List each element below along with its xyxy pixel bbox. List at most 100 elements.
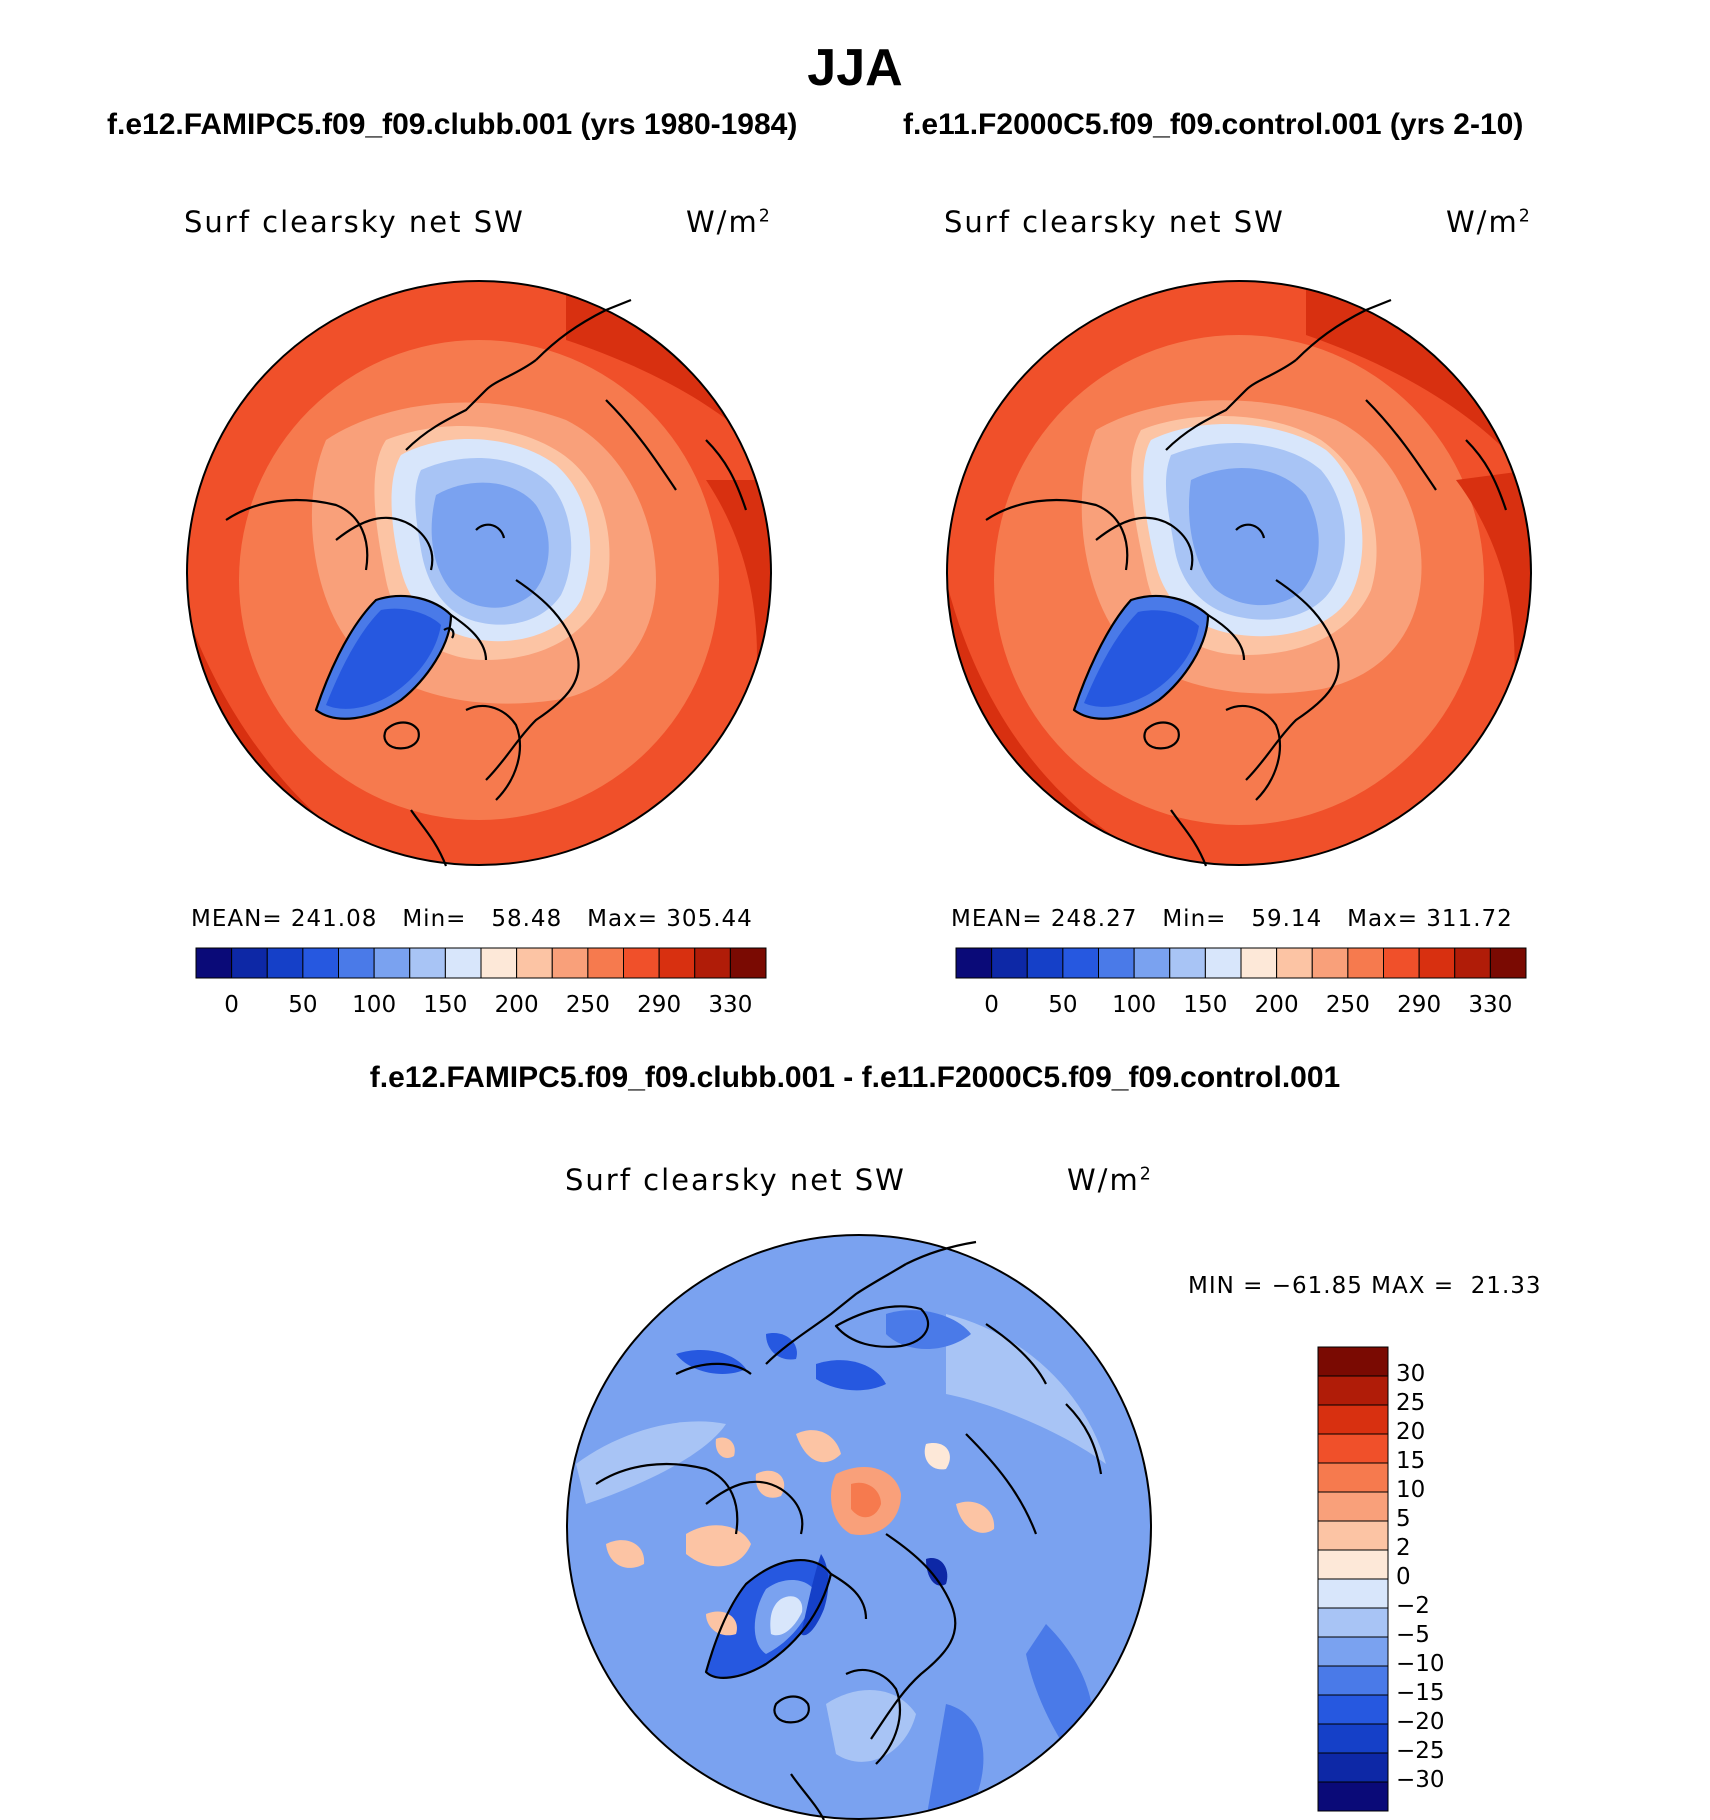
panel1-polar-map [186, 280, 772, 867]
colorbar-tick-label: −30 [1396, 1767, 1445, 1793]
colorbar-swatch [991, 947, 1028, 979]
colorbar-swatch [1276, 947, 1313, 979]
diff-field-positive-1 [796, 1430, 841, 1463]
diff-max-label: MAX = [1371, 1273, 1455, 1299]
colorbar-swatch [1062, 947, 1099, 979]
colorbar-swatch [302, 947, 339, 979]
colorbar-tick-label: −15 [1396, 1680, 1445, 1706]
colorbar-swatch [1026, 947, 1064, 979]
colorbar-swatch [516, 947, 553, 979]
diff-max-value: 21.33 [1470, 1273, 1542, 1299]
colorbar-swatch [266, 947, 304, 979]
colorbar-tick-label: 20 [1396, 1419, 1426, 1445]
colorbar-swatch [623, 947, 660, 979]
diff-coastlines [595, 1240, 1103, 1820]
colorbar-tick-label: −20 [1396, 1709, 1445, 1735]
colorbar-tick-label: 330 [708, 992, 753, 1018]
colorbar-tick-label: −25 [1396, 1738, 1445, 1764]
panel1-map-border [186, 280, 772, 866]
diff-min-label: MIN = [1188, 1273, 1264, 1299]
panel1-variable-label: Surf clearsky net SW [184, 205, 525, 239]
colorbar-swatch [1383, 947, 1420, 979]
case2-title: f.e11.F2000C5.f09_f09.control.001 (yrs 2… [903, 108, 1524, 141]
colorbar-swatch [729, 947, 767, 979]
colorbar-swatch [1489, 947, 1527, 979]
colorbar-swatch [1098, 947, 1135, 979]
colorbar-swatch [1169, 947, 1206, 979]
panel1-field-ice-c [431, 482, 549, 608]
colorbar-swatch [1317, 1723, 1389, 1754]
colorbar-swatch [1454, 947, 1491, 979]
diff-variable-label: Surf clearsky net SW [565, 1163, 906, 1197]
colorbar-swatch [1133, 947, 1171, 979]
colorbar-tick-label: 290 [1397, 992, 1442, 1018]
diff-field-ice-5 [926, 1558, 948, 1586]
colorbar-swatch [1317, 1578, 1389, 1609]
panel1-coastlines [225, 298, 748, 867]
panel2-max-label: Max= [1347, 906, 1418, 932]
diff-field-positive-3 [851, 1482, 881, 1518]
case1-title: f.e12.FAMIPC5.f09_f09.clubb.001 (yrs 198… [107, 108, 798, 141]
colorbar-tick-label: 290 [637, 992, 682, 1018]
colorbar-swatch [444, 947, 482, 979]
panel2-min-value: 59.14 [1251, 906, 1323, 932]
colorbar-tick-label: 2 [1396, 1535, 1411, 1561]
diff-field-positive-5 [924, 1443, 950, 1470]
diff-field-positive-8 [606, 1540, 645, 1568]
colorbar-swatch [1317, 1607, 1389, 1638]
diff-field-positive-9 [706, 1611, 737, 1636]
panel1-mean-label: MEAN= [191, 906, 283, 932]
colorbar-swatch [1204, 947, 1242, 979]
colorbar-tick-label: −5 [1396, 1622, 1430, 1648]
colorbar-swatch [658, 947, 696, 979]
colorbar-swatch [373, 947, 411, 979]
panel1-far-red-3 [706, 480, 771, 680]
colorbar-swatch [551, 947, 589, 979]
colorbar-tick-label: 100 [1112, 992, 1157, 1018]
diff-field-light-2 [576, 1421, 726, 1504]
diff-field-dark-7 [816, 1360, 886, 1391]
panel2-field-ice-c [1188, 468, 1319, 606]
colorbar-swatch [1317, 1346, 1389, 1377]
diff-field-light-1 [946, 1314, 1106, 1464]
colorbar-swatch [1317, 1404, 1389, 1435]
diff-field-dark-5 [766, 1333, 797, 1360]
colorbar-swatch [955, 947, 993, 979]
panel2-coastlines [985, 298, 1508, 867]
diff-field-positive-10 [956, 1501, 995, 1533]
colorbar-tick-label: 0 [1396, 1564, 1411, 1590]
colorbar-tick-label: 0 [984, 992, 999, 1018]
colorbar-swatch [1317, 1636, 1389, 1667]
colorbar-swatch [338, 947, 375, 979]
colorbar-tick-label: 200 [1254, 992, 1299, 1018]
colorbar-tick-label: 250 [565, 992, 610, 1018]
colorbar-tick-label: 330 [1468, 992, 1513, 1018]
colorbar-swatch [694, 947, 731, 979]
colorbar-tick-label: 50 [1048, 992, 1078, 1018]
colorbar-swatch [480, 947, 518, 979]
diff-field-ice-3 [770, 1596, 803, 1636]
diff-minmax: MIN = −61.85 MAX = 21.33 [1188, 1273, 1542, 1299]
colorbar-swatch [1317, 1462, 1389, 1493]
diff-colorbar [1317, 1346, 1389, 1812]
panel2-polar-map [946, 280, 1532, 867]
colorbar-tick-label: 200 [494, 992, 539, 1018]
panel1-max-label: Max= [587, 906, 658, 932]
colorbar-swatch [1317, 1433, 1389, 1464]
diff-polar-map [566, 1234, 1152, 1820]
diff-field-dark-4 [886, 1310, 971, 1349]
colorbar-swatch [1317, 1781, 1389, 1812]
panel2-units-label: W/m2 [1446, 205, 1532, 239]
panel2-variable-label: Surf clearsky net SW [944, 205, 1285, 239]
colorbar-tick-label: 10 [1396, 1477, 1426, 1503]
colorbar-tick-label: −10 [1396, 1651, 1445, 1677]
colorbar-tick-label: −2 [1396, 1593, 1430, 1619]
panel2-far-red-4 [1456, 470, 1531, 700]
panel2-stats: MEAN= 248.27 Min= 59.14 Max= 311.72 [951, 906, 1513, 932]
diff-field-positive-7 [686, 1525, 751, 1567]
colorbar-tick-label: 150 [423, 992, 468, 1018]
colorbar-swatch [1317, 1694, 1389, 1725]
colorbar-tick-label: 25 [1396, 1390, 1426, 1416]
panel1-mean-value: 241.08 [290, 906, 378, 932]
panel1-units-label: W/m2 [686, 205, 772, 239]
